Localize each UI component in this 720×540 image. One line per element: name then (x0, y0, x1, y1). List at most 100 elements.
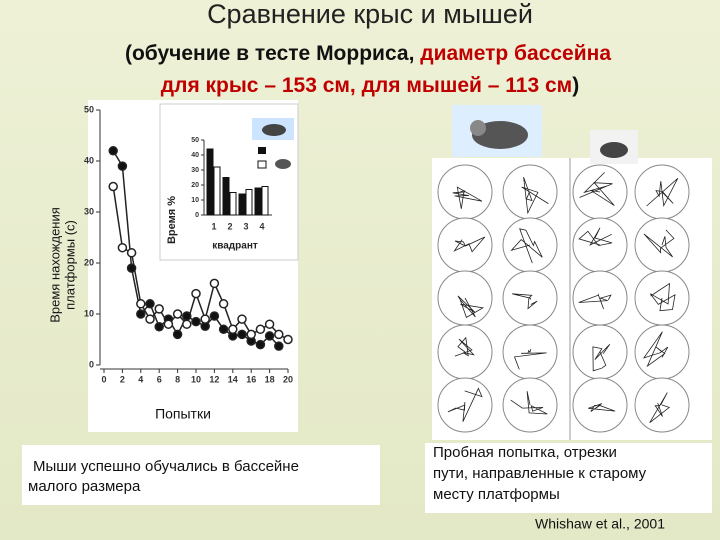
x-tick-label: 2 (120, 374, 125, 384)
point (274, 329, 284, 340)
point (172, 329, 183, 340)
point (191, 288, 201, 299)
subtitle-part: (обучение в тесте Морриса, (125, 42, 420, 65)
y-axis-label: Время нахождения (47, 207, 62, 323)
subtitle-part: диаметр бассейна (420, 42, 611, 65)
point (237, 314, 247, 324)
swim-path (510, 391, 548, 415)
x-tick-label: 12 (209, 374, 219, 384)
y-axis-label: Время % (166, 196, 178, 244)
point (209, 278, 220, 289)
point (108, 181, 118, 192)
swim-path (578, 227, 613, 247)
bar (229, 192, 237, 216)
x-tick-label: 18 (265, 374, 275, 384)
swim-path (452, 186, 483, 209)
x-tick-label: 4 (138, 374, 143, 384)
swim-path (510, 228, 543, 264)
note-box (425, 443, 712, 513)
swim-path (643, 229, 675, 258)
point (108, 146, 118, 156)
point (218, 299, 229, 309)
x-tick-label: 3 (243, 221, 248, 231)
legend-swatch (257, 160, 267, 169)
small-rat-icon (252, 118, 294, 140)
point (283, 334, 293, 345)
point (136, 309, 146, 319)
swim-path (642, 331, 669, 368)
x-tick-label: 0 (101, 374, 106, 384)
swim-path (649, 282, 676, 312)
point (255, 339, 266, 350)
point (117, 161, 128, 171)
point (136, 299, 146, 309)
bar (238, 193, 246, 216)
point (264, 319, 275, 329)
subtitle-line: для крыс – 153 см, для мышей – 113 см) (161, 74, 579, 97)
swim-path (513, 348, 547, 370)
x-tick-label: 8 (175, 374, 180, 384)
x-tick-label: 2 (227, 221, 232, 231)
swim-path (649, 392, 671, 424)
y-tick-label: 30 (84, 206, 94, 216)
y-tick-label: 20 (191, 182, 199, 189)
point (126, 263, 137, 273)
point (154, 304, 164, 314)
point (182, 311, 192, 321)
point (126, 248, 137, 258)
bar (254, 187, 262, 216)
x-tick-label: 20 (283, 374, 293, 384)
legend-swatch (258, 147, 266, 154)
y-tick-label: 20 (84, 257, 94, 267)
swim-path (646, 178, 679, 208)
swim-path (521, 176, 549, 215)
y-tick-label: 50 (84, 104, 94, 114)
point (145, 314, 155, 324)
x-tick-label: 14 (228, 374, 238, 384)
swim-path (457, 295, 485, 318)
point (200, 314, 210, 324)
y-tick-label: 0 (89, 359, 94, 369)
note-text: пути, направленные к старому (433, 465, 647, 482)
y-tick-label: 50 (191, 137, 199, 144)
swim-path (588, 403, 616, 412)
subtitle-part: для крыс – 153 см, для мышей – 113 см (161, 74, 572, 97)
bar (222, 177, 230, 216)
subtitle-part: ) (572, 74, 579, 97)
y-tick-label: 10 (84, 308, 94, 318)
y-tick-label: 40 (84, 155, 94, 165)
bar (261, 186, 269, 216)
bar (213, 166, 221, 216)
point (274, 341, 284, 351)
swim-path (454, 336, 475, 357)
y-tick-label: 0 (195, 212, 199, 219)
y-tick-label: 40 (191, 152, 199, 159)
mouse-icon (590, 130, 638, 164)
bar (245, 189, 253, 216)
swim-path (512, 293, 538, 310)
x-tick-label: 4 (259, 221, 264, 231)
point (264, 331, 275, 341)
swim-path (592, 344, 611, 372)
point (246, 329, 256, 340)
swim-path (447, 387, 483, 422)
point (255, 324, 266, 335)
swim-path (578, 293, 612, 310)
point (237, 329, 247, 340)
citation: Whishaw et al., 2001 (535, 516, 665, 532)
point (172, 309, 183, 319)
note-text: Пробная попытка, отрезки (433, 444, 617, 461)
point (163, 319, 174, 329)
y-axis-label: платформы (с) (62, 220, 77, 310)
y-tick-label: 30 (191, 167, 199, 174)
point (218, 324, 229, 335)
point (117, 242, 128, 253)
x-tick-label: 6 (157, 374, 162, 384)
note-text: малого размера (28, 478, 141, 495)
slide-title: Сравнение крыс и мышей (207, 0, 533, 29)
x-axis-label: квадрант (212, 241, 258, 252)
subtitle-line: (обучение в тесте Морриса, диаметр бассе… (125, 42, 611, 65)
point (154, 322, 164, 332)
point (191, 316, 201, 327)
